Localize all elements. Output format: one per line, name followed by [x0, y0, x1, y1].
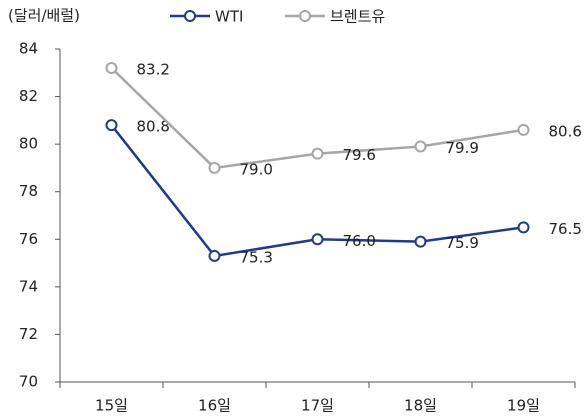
y-tick-label: 70 — [19, 373, 38, 391]
marker — [105, 119, 118, 132]
value-label: 79.9 — [446, 139, 479, 157]
value-label: 75.3 — [240, 248, 273, 266]
x-tick-label: 15일 — [95, 397, 128, 415]
y-axis-label: (달러/배럴) — [8, 7, 80, 25]
marker — [208, 249, 221, 262]
legend-label: 브렌트유 — [330, 8, 385, 26]
marker — [311, 147, 324, 160]
y-tick-label: 80 — [19, 135, 38, 153]
marker — [517, 221, 530, 234]
value-label: 79.6 — [343, 146, 376, 164]
y-tick-label: 84 — [19, 40, 38, 58]
value-label: 83.2 — [137, 61, 170, 79]
legend-label: WTI — [215, 8, 243, 26]
y-tick-label: 72 — [19, 325, 38, 343]
y-tick-label: 76 — [19, 230, 38, 248]
value-label: 80.8 — [137, 118, 170, 136]
value-label: 75.9 — [446, 234, 479, 252]
marker — [414, 235, 427, 248]
x-tick-label: 16일 — [198, 397, 231, 415]
marker — [105, 62, 118, 75]
y-tick-label: 74 — [19, 277, 38, 295]
value-label: 79.0 — [240, 160, 273, 178]
x-tick-label: 19일 — [507, 397, 540, 415]
y-tick-label: 82 — [19, 87, 38, 105]
y-tick-label: 78 — [19, 182, 38, 200]
marker — [208, 161, 221, 174]
legend-marker — [184, 10, 196, 22]
value-label: 76.5 — [549, 220, 582, 238]
value-label: 80.6 — [549, 122, 582, 140]
marker — [311, 233, 324, 246]
legend-marker — [299, 10, 311, 22]
marker — [517, 123, 530, 136]
value-label: 76.0 — [343, 232, 376, 250]
marker — [414, 140, 427, 153]
x-tick-label: 17일 — [301, 397, 334, 415]
x-tick-label: 18일 — [404, 397, 437, 415]
